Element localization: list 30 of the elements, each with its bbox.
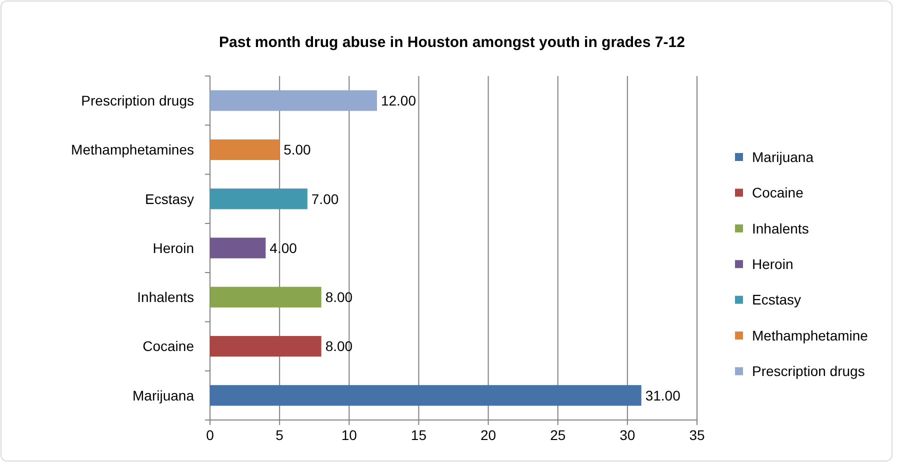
legend-label: Heroin — [752, 256, 794, 272]
data-label: 12.00 — [380, 92, 416, 108]
data-label: 8.00 — [325, 289, 353, 306]
data-label: 5.00 — [284, 142, 312, 158]
data-label: 8.00 — [325, 338, 353, 354]
y-tick-label: Marijuana — [132, 387, 194, 404]
x-tick-label: 5 — [276, 427, 284, 443]
y-tick-label: Inhalents — [137, 289, 194, 306]
x-tick-label: 10 — [341, 427, 358, 443]
x-tick-label: 25 — [550, 427, 566, 443]
y-tick-label: Ecstasy — [144, 190, 194, 207]
x-tick-label: 30 — [620, 427, 636, 443]
y-tick-label: Cocaine — [142, 338, 194, 354]
x-tick-label: 0 — [206, 427, 214, 443]
x-tick-label: 15 — [410, 427, 427, 443]
data-label: 4.00 — [270, 240, 298, 256]
data-label: 7.00 — [311, 190, 339, 207]
data-label: 31.00 — [645, 387, 681, 404]
y-tick-label: Heroin — [152, 240, 194, 256]
legend-label: Marijuana — [752, 148, 814, 165]
legend-label: Cocaine — [752, 184, 804, 201]
y-tick-label: Methamphetamines — [71, 142, 194, 158]
y-tick-label: Prescription drugs — [81, 92, 194, 108]
legend-label: Inhalents — [752, 220, 809, 236]
legend-label: Ecstasy — [752, 292, 802, 308]
x-tick-label: 35 — [689, 427, 705, 443]
legend-label: Prescription drugs — [752, 363, 865, 380]
chart-title: Past month drug abuse in Houston amongst youth in grades 7-12 — [219, 34, 685, 51]
legend-label: Methamphetamine — [752, 327, 868, 344]
x-tick-label: 20 — [480, 427, 496, 443]
